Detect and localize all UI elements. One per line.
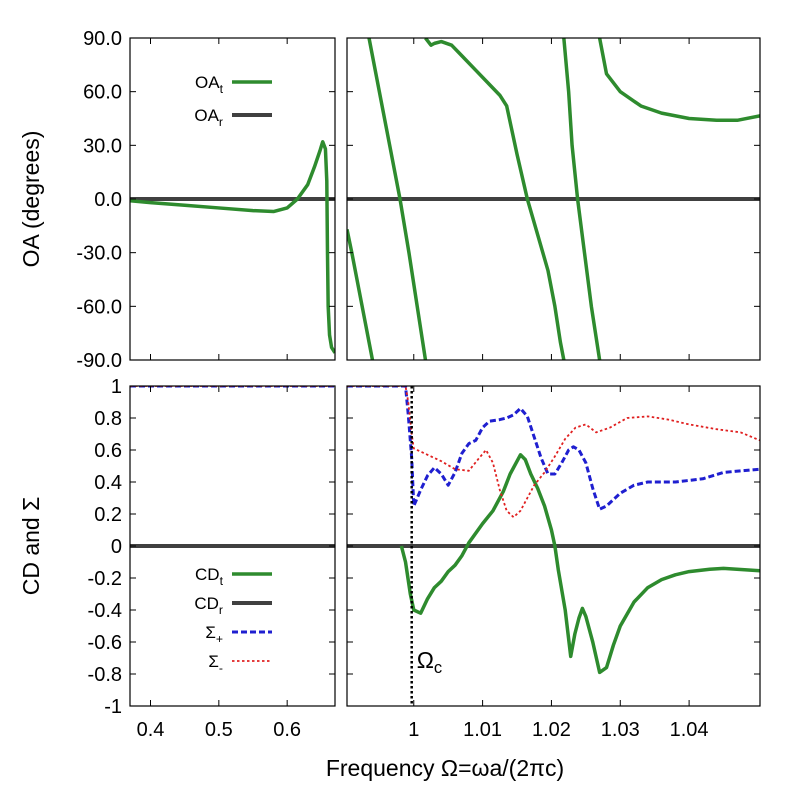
legend-label-oa-t: OAt: [195, 73, 224, 96]
cd-left-series: [130, 386, 335, 548]
cd-right-line-cd-t-1: [399, 453, 760, 675]
oa-left-ytick-label: -30.0: [76, 243, 122, 265]
cd-left-ytick-label: -1: [104, 696, 122, 718]
oa-left-line-oa-t-1: [130, 140, 335, 354]
oa-right-line-oa-t-4: [562, 38, 602, 360]
cd-left-ytick-label: 0.4: [94, 472, 122, 494]
cd-right-xtick-label: 1.03: [601, 719, 640, 741]
oa-right-panel: [346, 37, 761, 361]
oa-left-ytick-label: 0.0: [94, 189, 122, 211]
legend-label-sigma-plus: Σ+: [205, 623, 223, 646]
oa-left-ytick-label: 90.0: [83, 28, 122, 50]
legend-label-oa-r: OAr: [194, 106, 223, 129]
oa-left-ytick-label: 30.0: [83, 135, 122, 157]
cd-right-line-sigma-minus-3: [347, 386, 760, 519]
oa-right-line-oa-t-3: [424, 38, 566, 360]
oa-y-axis-title: OA (degrees): [18, 131, 44, 268]
cd-left-ytick-label: -0.2: [88, 568, 122, 590]
cd-left-panel: -1 -0.8 -0.6 -0.4 -0.2 0 0.2 0.4 0.6 0.8 1 0.4 0.5 0.…: [88, 376, 336, 741]
oa-left-ytick-label: 60.0: [83, 82, 122, 104]
cd-right-xtick-label: 1.01: [463, 719, 502, 741]
cd-left-ytick-label: 0.8: [94, 408, 122, 430]
cd-left-ytick-label: 0.2: [94, 504, 122, 526]
cd-left-ytick-label: 0: [111, 536, 122, 558]
cd-left-ytick-label: 1: [111, 376, 122, 398]
oa-right-line-oa-t-1: [347, 229, 375, 360]
cd-left-xtick-label: 0.6: [273, 719, 301, 741]
oa-left-panel: -90.0 -60.0 -30.0 0.0 30.0 60.0 90.0: [76, 28, 336, 372]
oa-left-ytick-label: -90.0: [76, 350, 122, 372]
x-axis-title: Frequency Ω=ωa/(2πc): [326, 755, 564, 781]
legend-label-cd-r: CDr: [194, 594, 223, 617]
cd-right-panel: 1 1.01 1.02 1.03 1.04: [346, 385, 761, 741]
oa-left-series: [130, 140, 335, 354]
cd-left-ytick-label: -0.6: [88, 632, 122, 654]
oa-left-legend: OAt OAr: [194, 73, 272, 129]
cd-right-xtick-label: 1.04: [670, 719, 709, 741]
cd-left-ytick-label: -0.4: [88, 600, 122, 622]
omega-c-annotation: Ωc: [410, 386, 442, 706]
cd-y-axis-title: CD and Σ: [18, 497, 44, 596]
cd-right-line-sigma-plus-2: [347, 386, 760, 511]
cd-right-xtick-label: 1: [408, 719, 419, 741]
cd-left-legend: CDt CDr Σ+ Σ-: [194, 565, 272, 675]
cd-left-ytick-label: 0.6: [94, 440, 122, 462]
cd-right-xtick-label: 1.02: [532, 719, 571, 741]
cd-left-xtick-label: 0.4: [137, 719, 165, 741]
legend-label-sigma-minus: Σ-: [208, 652, 223, 675]
cd-left-ytick-label: -0.8: [88, 664, 122, 686]
oa-right-line-oa-t-5: [597, 38, 760, 123]
oa-left-ytick-label: -60.0: [76, 296, 122, 318]
oa-right-series: [347, 38, 760, 360]
legend-label-cd-t: CDt: [195, 565, 224, 588]
cd-left-xtick-label: 0.5: [205, 719, 233, 741]
oa-right-line-oa-t-2: [367, 38, 428, 360]
cd-right-series: [347, 386, 760, 675]
omega-c-label: Ωc: [417, 647, 442, 677]
